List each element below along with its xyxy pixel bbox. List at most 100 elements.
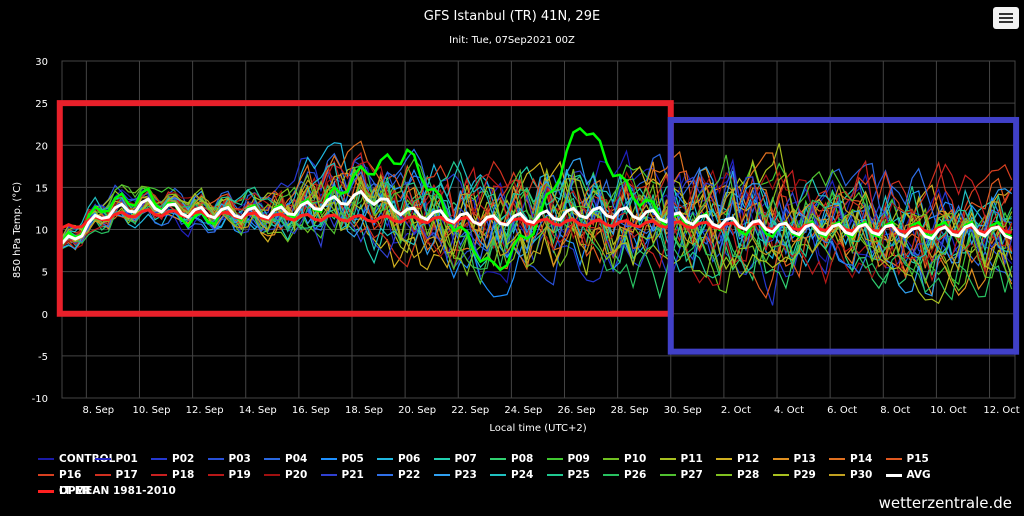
hamburger-menu-icon[interactable] bbox=[993, 7, 1019, 29]
x-tick-label: 22. Sep bbox=[451, 405, 489, 416]
legend-swatch bbox=[433, 474, 450, 476]
y-tick-label: 20 bbox=[35, 141, 48, 152]
legend-item-control[interactable]: CONTROL bbox=[38, 452, 115, 466]
legend-label: P06 bbox=[398, 453, 421, 465]
legend-swatch bbox=[716, 458, 732, 460]
y-axis-ticks: -10 -5 0 5 10 15 20 25 30 bbox=[32, 57, 48, 405]
series-line-p12 bbox=[61, 160, 1013, 271]
legend-item-p20[interactable]: P20 bbox=[264, 468, 307, 482]
series-line-p23 bbox=[61, 157, 1013, 297]
legend-item-p08[interactable]: P08 bbox=[490, 452, 533, 466]
legend-label: P09 bbox=[567, 453, 590, 465]
series-line-p25 bbox=[61, 160, 1013, 279]
legend-label: OPER bbox=[59, 485, 91, 497]
legend-swatch bbox=[716, 474, 732, 476]
legend-item-p06[interactable]: P06 bbox=[377, 452, 420, 466]
legend-swatch bbox=[659, 458, 676, 460]
legend-item-p27[interactable]: P27 bbox=[659, 468, 703, 482]
legend-item-p11[interactable]: P11 bbox=[659, 452, 703, 466]
y-tick-label: -10 bbox=[32, 394, 48, 405]
legend-swatch bbox=[603, 458, 619, 460]
x-axis-label: Local time (UTC+2) bbox=[489, 423, 586, 434]
legend-swatch bbox=[38, 489, 54, 493]
legend-item-p22[interactable]: P22 bbox=[377, 468, 420, 482]
annotation-boxes bbox=[56, 100, 1020, 355]
x-tick-label: 24. Sep bbox=[504, 405, 542, 416]
legend-label: P28 bbox=[737, 469, 760, 481]
legend-item-p26[interactable]: P26 bbox=[603, 468, 646, 482]
legend-label: P11 bbox=[680, 453, 703, 465]
legend-label: P17 bbox=[115, 469, 138, 481]
legend-swatch bbox=[94, 474, 111, 476]
legend-swatch bbox=[377, 474, 393, 476]
legend-item-p03[interactable]: P03 bbox=[207, 452, 251, 466]
legend-item-p02[interactable]: P02 bbox=[151, 452, 194, 466]
x-axis-ticks: 8. Sep 10. Sep 12. Sep 14. Sep 16. Sep 18. Se… bbox=[83, 405, 1020, 416]
legend-label: P21 bbox=[341, 469, 364, 481]
legend-label: P08 bbox=[511, 453, 534, 465]
x-tick-label: 18. Sep bbox=[345, 405, 383, 416]
legend-swatch bbox=[546, 458, 563, 460]
legend-item-p09[interactable]: P09 bbox=[546, 452, 590, 466]
legend-item-p21[interactable]: P21 bbox=[320, 468, 364, 482]
legend-item-p05[interactable]: P05 bbox=[320, 452, 364, 466]
legend-swatch bbox=[377, 458, 393, 460]
chart-title: GFS Istanbul (TR) 41N, 29E bbox=[424, 9, 600, 24]
legend-label: P04 bbox=[285, 453, 308, 465]
legend-item-p19[interactable]: P19 bbox=[207, 468, 251, 482]
x-tick-label: 12. Sep bbox=[186, 405, 224, 416]
legend-item-p14[interactable]: P14 bbox=[829, 452, 872, 466]
series-line-avg bbox=[60, 189, 1013, 245]
legend-item-p07[interactable]: P07 bbox=[433, 452, 477, 466]
legend-swatch bbox=[94, 458, 111, 460]
chart-subtitle: Init: Tue, 07Sep2021 00Z bbox=[449, 35, 575, 46]
legend-label: P13 bbox=[793, 453, 816, 465]
legend-item-p13[interactable]: P13 bbox=[772, 452, 816, 466]
y-tick-label: 5 bbox=[42, 268, 48, 279]
legend-item-p18[interactable]: P18 bbox=[151, 468, 194, 482]
series-line-p06 bbox=[61, 142, 1012, 268]
legend-item-p24[interactable]: P24 bbox=[490, 468, 533, 482]
legend-item-p17[interactable]: P17 bbox=[94, 468, 138, 482]
legend-swatch bbox=[320, 474, 337, 476]
x-tick-label: 30. Sep bbox=[664, 405, 702, 416]
legend-item-avg[interactable]: AVG bbox=[885, 468, 931, 482]
legend-item-p25[interactable]: P25 bbox=[546, 468, 590, 482]
legend-label: P30 bbox=[850, 469, 873, 481]
legend-label: P12 bbox=[737, 453, 760, 465]
legend-label: P29 bbox=[793, 469, 816, 481]
legend-item-p29[interactable]: P29 bbox=[772, 468, 816, 482]
legend-label: P20 bbox=[285, 469, 308, 481]
x-tick-label: 10. Sep bbox=[133, 405, 171, 416]
legend-label: CONTROL bbox=[59, 453, 116, 465]
legend-label: P25 bbox=[567, 469, 590, 481]
legend-swatch bbox=[829, 474, 845, 476]
annotation-box-blue bbox=[667, 116, 1020, 355]
legend-item-p23[interactable]: P23 bbox=[433, 468, 477, 482]
legend-label: P15 bbox=[906, 453, 929, 465]
legend-item-p16[interactable]: P16 bbox=[38, 468, 81, 482]
legend-item-p01[interactable]: P01 bbox=[94, 452, 138, 466]
legend-item-p30[interactable]: P30 bbox=[829, 468, 872, 482]
legend-item-lt-mean-1981-2010[interactable]: LT MEAN 1981-2010 bbox=[38, 484, 176, 498]
legend-swatch bbox=[490, 474, 506, 476]
legend-item-p04[interactable]: P04 bbox=[264, 452, 307, 466]
legend-item-p15[interactable]: P15 bbox=[885, 452, 929, 466]
legend-swatch bbox=[207, 458, 224, 460]
legend-label: P03 bbox=[228, 453, 251, 465]
legend-item-p10[interactable]: P10 bbox=[603, 452, 646, 466]
legend-swatch bbox=[38, 458, 54, 460]
x-tick-label: 12. Oct bbox=[983, 405, 1019, 416]
series-line-lt-mean bbox=[61, 208, 1012, 234]
legend-item-p12[interactable]: P12 bbox=[716, 452, 759, 466]
y-tick-label: 30 bbox=[35, 57, 48, 68]
legend-swatch bbox=[151, 474, 167, 476]
legend-label: AVG bbox=[906, 469, 931, 481]
legend-item-p28[interactable]: P28 bbox=[716, 468, 759, 482]
legend-swatch bbox=[38, 474, 54, 476]
legend-label: P22 bbox=[398, 469, 421, 481]
legend-swatch bbox=[885, 473, 902, 477]
legend-label: P18 bbox=[172, 469, 195, 481]
x-tick-label: 26. Sep bbox=[558, 405, 596, 416]
